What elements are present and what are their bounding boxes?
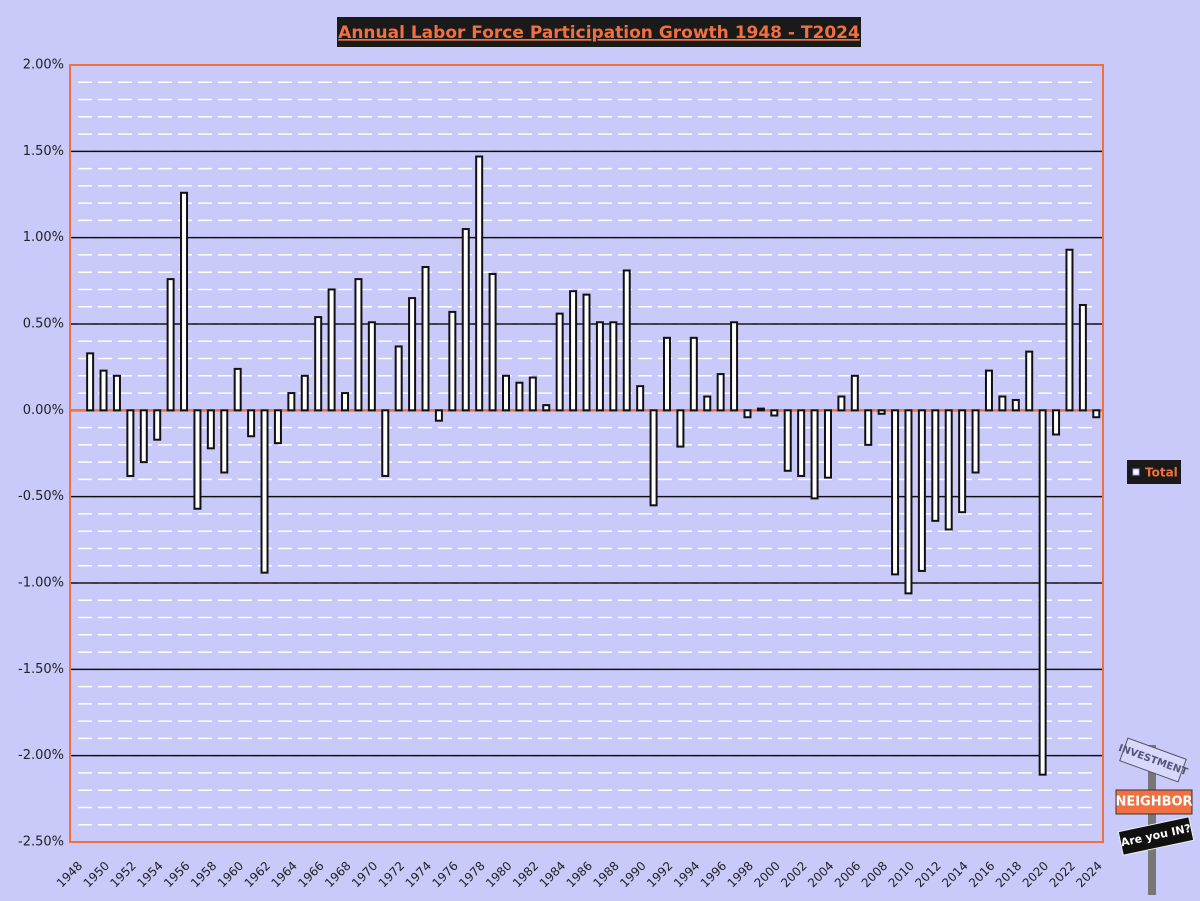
bar xyxy=(126,409,135,477)
bar xyxy=(622,269,631,412)
bar xyxy=(703,395,712,412)
legend-swatch xyxy=(1132,468,1140,476)
y-tick-label: -0.50% xyxy=(18,489,64,504)
bar xyxy=(891,409,900,576)
y-tick-label: 2.00% xyxy=(23,58,64,73)
bar xyxy=(354,278,363,412)
y-tick-label: -2.00% xyxy=(18,748,64,763)
bar xyxy=(931,409,940,522)
bar xyxy=(273,409,282,445)
legend-label: Total xyxy=(1145,466,1178,480)
bar xyxy=(381,409,390,477)
bar xyxy=(756,407,765,412)
sign-top xyxy=(1119,737,1187,783)
bar xyxy=(676,409,685,448)
bar xyxy=(689,336,698,412)
sign-bottom xyxy=(1117,816,1195,856)
bar xyxy=(1092,409,1101,419)
bar xyxy=(475,155,484,412)
bar xyxy=(595,321,604,412)
bar xyxy=(971,409,980,474)
bar xyxy=(582,293,591,412)
bar xyxy=(260,409,269,574)
bar xyxy=(998,395,1007,412)
bar xyxy=(434,409,443,422)
y-tick-label: 1.00% xyxy=(23,230,64,245)
bar xyxy=(180,191,189,412)
bar xyxy=(448,310,457,412)
bar xyxy=(206,409,215,450)
y-tick-label: 1.50% xyxy=(23,144,64,159)
bar xyxy=(770,409,779,417)
bar xyxy=(502,374,511,412)
bar xyxy=(555,312,564,412)
bar xyxy=(367,321,376,412)
bar xyxy=(1038,409,1047,776)
plot-border xyxy=(69,64,1104,843)
bar xyxy=(394,345,403,412)
bar xyxy=(233,367,242,412)
bar xyxy=(810,409,819,500)
bar xyxy=(904,409,913,595)
y-tick-label: -2.50% xyxy=(18,835,64,850)
bar xyxy=(139,409,148,464)
bar xyxy=(743,409,752,419)
bar xyxy=(112,374,121,412)
bar xyxy=(609,321,618,412)
bar xyxy=(220,409,229,474)
bar xyxy=(327,288,336,412)
bar xyxy=(984,369,993,412)
bar xyxy=(797,409,806,477)
bar xyxy=(837,395,846,412)
bar xyxy=(636,385,645,412)
y-tick-label: -1.50% xyxy=(18,662,64,677)
bar xyxy=(649,409,658,507)
bar xyxy=(1025,350,1034,412)
bar xyxy=(730,321,739,412)
bar xyxy=(314,316,323,412)
bar xyxy=(86,352,95,412)
bar xyxy=(716,373,725,412)
y-tick-label: 0.50% xyxy=(23,317,64,332)
chart-title: Annual Labor Force Participation Growth … xyxy=(338,23,860,43)
bar xyxy=(166,278,175,412)
title-box xyxy=(337,17,861,47)
bar xyxy=(877,409,886,415)
bar xyxy=(488,272,497,412)
bar xyxy=(823,409,832,479)
bar xyxy=(300,374,309,412)
bar xyxy=(850,374,859,412)
bar xyxy=(542,404,551,412)
bar xyxy=(917,409,926,572)
sign-post xyxy=(1148,745,1156,895)
bar xyxy=(153,409,162,441)
bar xyxy=(528,376,537,412)
bar xyxy=(944,409,953,531)
y-tick-label: 0.00% xyxy=(23,403,64,418)
bar xyxy=(1052,409,1061,436)
bar xyxy=(341,392,350,412)
bar xyxy=(287,392,296,412)
bar xyxy=(783,409,792,472)
bar xyxy=(662,336,671,412)
bar xyxy=(515,381,524,412)
bar xyxy=(461,228,470,412)
bar xyxy=(1065,248,1074,412)
bar xyxy=(958,409,967,514)
bar xyxy=(247,409,256,438)
sign-middle xyxy=(1115,789,1193,815)
bar xyxy=(1011,398,1020,412)
y-tick-label: -1.00% xyxy=(18,576,64,591)
bar xyxy=(408,297,417,412)
bar xyxy=(569,290,578,412)
bar xyxy=(864,409,873,446)
bar xyxy=(99,369,108,412)
logo-text: NEIGHBOR xyxy=(1115,795,1192,810)
bar xyxy=(421,266,430,412)
bar xyxy=(1078,304,1087,412)
bar xyxy=(193,409,202,510)
